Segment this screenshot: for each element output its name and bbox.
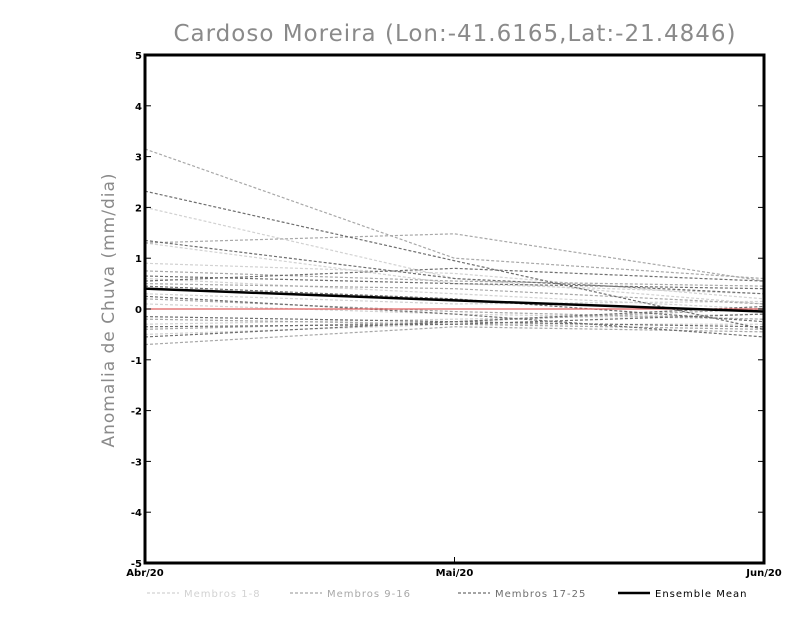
y-tick-label: 1 [135,254,142,265]
series-line-group1-member3 [144,277,765,310]
series-line-group2-member6 [144,318,765,330]
series-line-group1-member6 [144,313,765,325]
y-tick-label: -1 [131,356,142,367]
y-tick-label: 4 [135,102,142,113]
series-line-group3-member9 [144,239,765,295]
ensemble-mean-layer [144,287,765,313]
x-tick-label: Mai/20 [436,568,474,579]
series-line-group2-member4 [144,283,765,305]
series-line-group2-member1 [144,148,765,280]
series-line-group1-member8 [144,242,765,295]
series-line-group3-member3 [144,275,765,290]
y-tick-label: -2 [131,407,142,418]
series-line-group1-member2 [144,262,765,300]
y-tick-label: -3 [131,457,142,468]
ensemble-mean-line [144,287,765,313]
legend-label-1: Membros 1-8 [184,589,261,600]
x-tick-label: Abr/20 [126,568,163,579]
y-tick-label: 0 [135,305,142,316]
series-line-group2-member7 [144,308,765,330]
y-tick-label: 3 [135,153,142,164]
legend-label-4: Ensemble Mean [655,589,747,600]
y-ticks: 5 4 3 2 1 0 -1 -2 -3 -4 -5 [131,51,764,570]
series-line-group3-member8 [144,285,765,323]
series-line-group3-member1 [144,190,765,330]
series-line-group3-member7 [144,305,765,338]
series-line-group2-member3 [144,270,765,287]
series-line-group3-member5 [144,316,765,328]
series-line-group3-member2 [144,267,765,282]
series-line-group1-member4 [144,293,765,305]
legend-label-3: Membros 17-25 [495,589,586,600]
legend: Membros 1-8 Membros 9-16 Membros 17-25 Ense… [147,589,747,600]
series-line-group2-member5 [144,298,765,320]
x-ticks: Abr/20 Mai/20 Jun/20 [126,557,782,579]
series-line-group3-member6 [144,313,765,328]
legend-label-2: Membros 9-16 [327,589,411,600]
y-tick-label: -5 [131,559,142,570]
y-axis-label: Anomalia de Chuva (mm/dia) [99,172,119,447]
series-line-group1-member7 [144,323,764,335]
x-tick-label: Jun/20 [745,568,782,579]
y-tick-label: 5 [135,51,142,62]
series-layer [144,148,765,346]
chart-title: Cardoso Moreira (Lon:-41.6165,Lat:-21.48… [173,21,736,47]
y-tick-label: -4 [131,508,142,519]
series-line-group2-member8 [144,326,765,346]
series-line-group3-member4 [144,295,765,338]
y-tick-label: 2 [135,203,142,214]
